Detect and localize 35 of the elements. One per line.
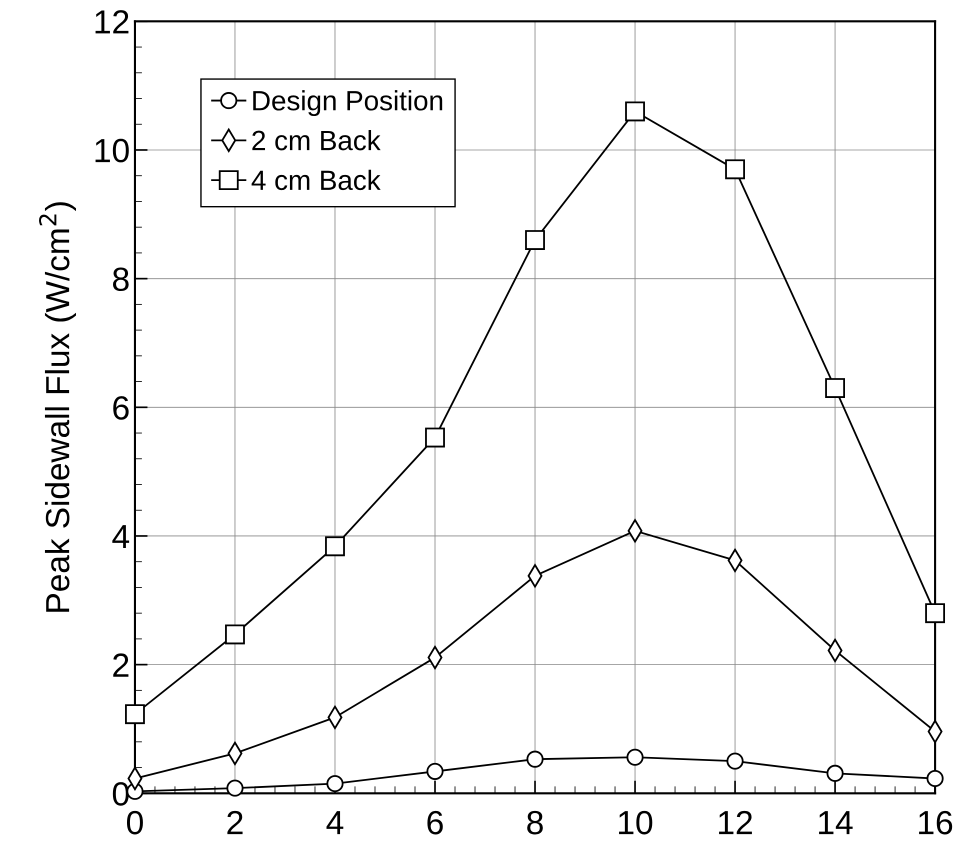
point (125, 704, 145, 724)
point (426, 762, 444, 780)
point (525, 230, 545, 250)
point (326, 775, 344, 792)
y-tick-label: 4 (112, 525, 130, 548)
legend-label: Design Position (253, 90, 442, 116)
y-tick-label: 2 (113, 653, 128, 677)
legend-label: 2 cm Back (252, 130, 381, 150)
x-tick-label: 12 (719, 810, 752, 834)
point (625, 101, 645, 122)
point (926, 770, 944, 788)
x-tick-label: 4 (326, 811, 344, 834)
y-axis-title: Peak Sidewall Flux (W/cm$^{2}$) (39, 202, 76, 612)
x-tick-label: 16 (919, 810, 952, 834)
x-tick-label: 2 (227, 810, 243, 834)
y-tick-label: 8 (113, 267, 129, 292)
point (826, 764, 844, 782)
point (626, 748, 644, 766)
y-tick-label: 6 (113, 396, 129, 420)
x-tick-label: 14 (819, 811, 853, 834)
y-tick-label: 10 (96, 138, 129, 162)
y-tick-label: 12 (96, 10, 128, 34)
point (226, 780, 244, 797)
x-tick-label: 6 (427, 810, 443, 834)
point (325, 536, 345, 556)
point (726, 752, 744, 770)
point (825, 378, 845, 398)
point (925, 603, 946, 624)
point (425, 428, 445, 448)
x-tick-label: 8 (527, 810, 543, 834)
point (225, 624, 245, 644)
point (526, 750, 544, 768)
x-tick-label: 10 (619, 810, 652, 834)
legend-label: 4 cm Back (252, 170, 381, 190)
point (725, 159, 745, 180)
